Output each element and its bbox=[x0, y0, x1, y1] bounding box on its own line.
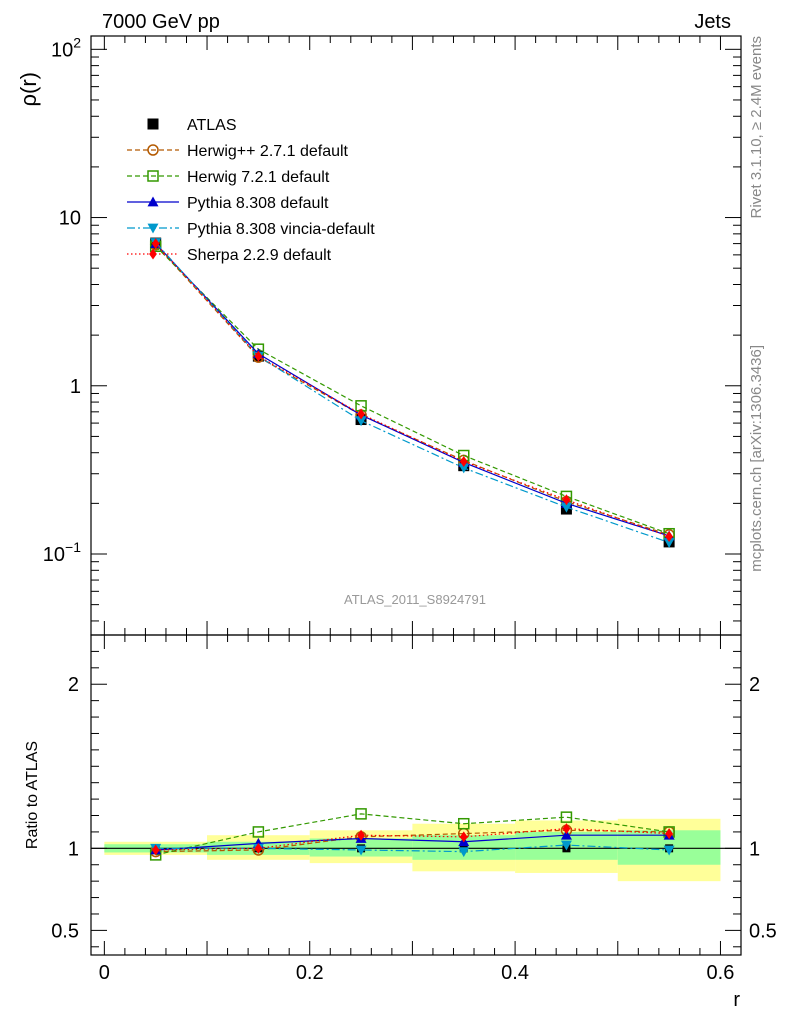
data-point bbox=[355, 416, 367, 427]
data-point bbox=[254, 350, 263, 362]
x-axis-label: r bbox=[733, 989, 740, 1011]
x-tick-label: 0 bbox=[99, 962, 110, 984]
series-line bbox=[155, 244, 670, 536]
uncertainty-bands bbox=[104, 818, 721, 882]
ratio-point bbox=[459, 831, 468, 843]
ratio-tick-label-left: 1 bbox=[68, 838, 79, 860]
watermark: ATLAS_2011_S8924791 bbox=[344, 592, 486, 607]
series-line bbox=[155, 243, 670, 538]
data-point bbox=[665, 531, 673, 543]
rivet-label: Rivet 3.1.10, ≥ 2.4M events bbox=[748, 36, 765, 219]
y-tick-label: 1 bbox=[70, 376, 81, 398]
ratio-point bbox=[663, 845, 675, 856]
legend-marker bbox=[147, 196, 159, 207]
ratio-line bbox=[155, 813, 670, 856]
ratio-point bbox=[560, 811, 573, 823]
header-right: Jets bbox=[694, 11, 731, 33]
legend-marker bbox=[147, 170, 159, 182]
lower-frame bbox=[90, 634, 742, 956]
ratio-tick-label-left: 2 bbox=[68, 674, 79, 696]
ratio-point bbox=[562, 823, 571, 835]
source-label: mcplots.cern.ch [arXiv:1306.3436] bbox=[748, 345, 765, 572]
y-tick-label: 10 bbox=[59, 208, 81, 230]
legend-label: ATLAS bbox=[187, 117, 237, 134]
ratio-point bbox=[560, 840, 572, 851]
legend-marker bbox=[147, 118, 159, 130]
x-tick-label: 0.4 bbox=[501, 962, 529, 984]
ratio-point bbox=[254, 842, 263, 854]
data-point bbox=[357, 408, 365, 420]
upper-panel: 10−1 1 10 102 ρ(r) bbox=[16, 34, 742, 636]
data-point bbox=[459, 455, 468, 467]
data-point bbox=[663, 538, 675, 549]
ratio-axis-label: Ratio to ATLAS bbox=[24, 741, 41, 849]
legend-label: Sherpa 2.2.9 default bbox=[187, 247, 332, 264]
ratio-point bbox=[357, 829, 365, 841]
header-left: 7000 GeV pp bbox=[102, 11, 220, 33]
data-point bbox=[151, 238, 160, 250]
ratio-point bbox=[252, 826, 265, 838]
ratio-line bbox=[155, 834, 670, 851]
ratio-point bbox=[458, 847, 470, 858]
ratio-line bbox=[155, 828, 670, 851]
x-tick-label: 0.6 bbox=[707, 962, 735, 984]
legend-marker bbox=[149, 248, 157, 260]
series-line bbox=[155, 242, 670, 544]
ratio-point bbox=[355, 808, 367, 820]
data-point bbox=[458, 463, 470, 474]
ratio-line bbox=[155, 844, 670, 853]
series-line bbox=[155, 243, 670, 537]
data-point bbox=[560, 502, 572, 513]
ratio-point bbox=[355, 845, 367, 856]
legend-marker bbox=[147, 223, 159, 234]
y-tick-label: 102 bbox=[51, 34, 81, 61]
ratio-tick-label-right: 0.5 bbox=[749, 920, 777, 942]
legend-label: Herwig 7.2.1 default bbox=[187, 169, 330, 186]
ratio-point bbox=[151, 844, 160, 856]
ratio-panel: 0.5 0.5 1 1 2 2 Ratio to ATLAS 0 0.2 0.4 0.6 r bbox=[24, 634, 777, 1011]
ratio-point bbox=[560, 829, 572, 840]
legend-label: Pythia 8.308 default bbox=[187, 195, 329, 212]
legend: ATLAS Herwig++ 2.7.1 default Herwig 7.2.1 … bbox=[127, 117, 375, 264]
x-tick-label: 0.2 bbox=[296, 962, 324, 984]
ratio-tick-label-right: 1 bbox=[749, 838, 760, 860]
legend-label: Herwig++ 2.7.1 default bbox=[187, 143, 349, 160]
legend-label: Pythia 8.308 vincia-default bbox=[187, 221, 375, 238]
ratio-point bbox=[457, 817, 470, 830]
ratio-point bbox=[665, 828, 673, 840]
data-point bbox=[562, 494, 571, 506]
y-axis-label: ρ(r) bbox=[16, 72, 41, 107]
legend-marker bbox=[147, 144, 159, 156]
ratio-line bbox=[155, 829, 670, 853]
ratio-tick-label-left: 0.5 bbox=[51, 920, 79, 942]
ratio-tick-label-right: 2 bbox=[749, 674, 760, 696]
y-tick-label: 10−1 bbox=[43, 539, 81, 566]
series-line bbox=[155, 245, 670, 535]
